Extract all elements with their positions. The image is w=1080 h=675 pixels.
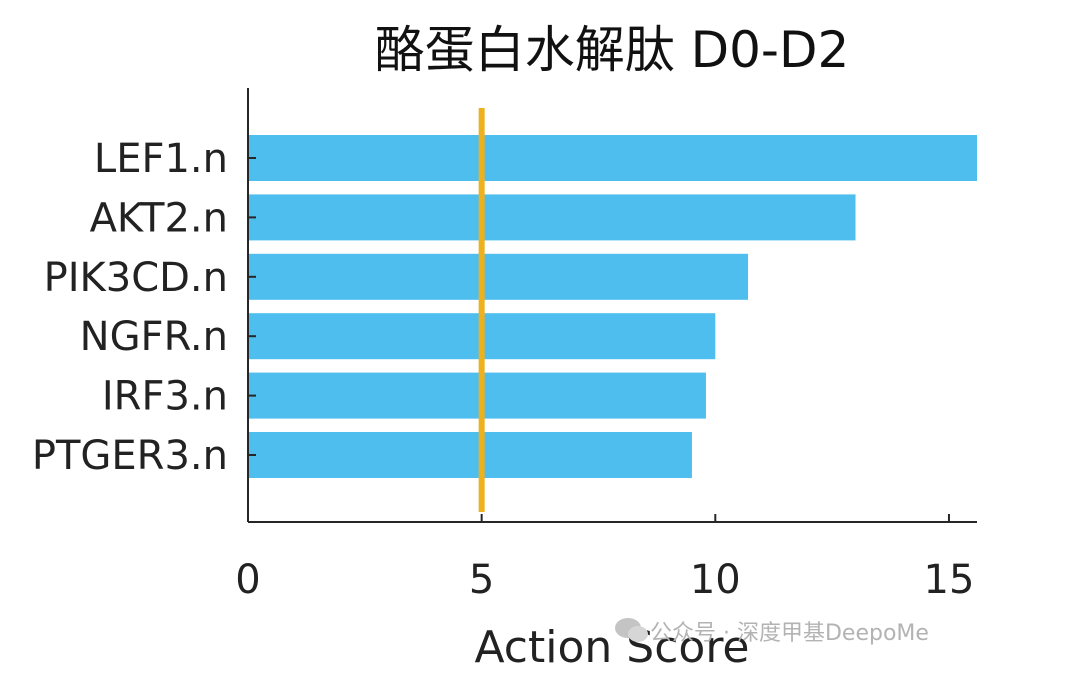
- x-tick-labels: 0 5 10 15: [235, 557, 974, 603]
- x-tick-label: 0: [235, 557, 260, 603]
- x-tick-label: 15: [924, 557, 975, 603]
- axes-group: [247, 88, 977, 523]
- x-axis-label: Action Score: [474, 622, 749, 673]
- bar-irf3-n: [248, 372, 706, 419]
- watermark-text: 公众号 · 深度甲基DeepoMe: [650, 621, 929, 646]
- y-tick-labels: LEF1.n AKT2.n PIK3CD.n NGFR.n IRF3.n PTGER3.n: [32, 136, 228, 479]
- bar-pik3cd-n: [248, 253, 749, 300]
- bar-lef1-n: [248, 135, 977, 181]
- y-tick-label: LEF1.n: [94, 136, 228, 182]
- bar-ptger3-n: [248, 432, 692, 478]
- chart-title: 酪蛋白水解肽 D0-D2: [375, 21, 850, 79]
- y-tick-label: AKT2.n: [90, 195, 228, 241]
- y-tick-label: PIK3CD.n: [44, 255, 228, 301]
- x-tick-label: 10: [690, 557, 741, 603]
- y-tick-label: PTGER3.n: [32, 433, 228, 479]
- x-tick-label: 5: [469, 557, 494, 603]
- bar-akt2-n: [248, 194, 856, 241]
- y-tick-label: NGFR.n: [80, 314, 228, 360]
- bars-group: [248, 135, 977, 478]
- wechat-icon: [615, 618, 648, 642]
- watermark: 公众号 · 深度甲基DeepoMe: [615, 618, 929, 646]
- y-tick-label: IRF3.n: [102, 374, 228, 420]
